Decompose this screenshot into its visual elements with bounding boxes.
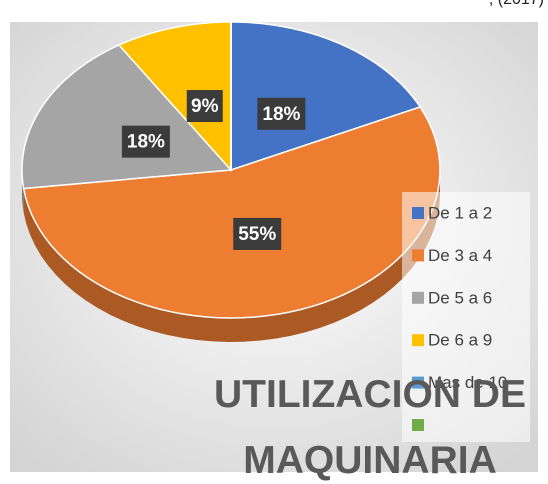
- legend-label: De 3 a 4: [428, 246, 492, 265]
- legend-swatch: [412, 334, 424, 347]
- pie-slice: [117, 21, 232, 172]
- data-label: 55%: [238, 224, 276, 245]
- data-label-box: [233, 217, 282, 250]
- legend-swatch: [412, 249, 424, 262]
- data-label: 18%: [262, 104, 300, 125]
- pie-slice: [230, 21, 422, 172]
- source-note: , (2017): [489, 0, 544, 9]
- pie-slice: [21, 44, 233, 190]
- chart-title: UTILIZACION DE MAQUINARIA: [214, 373, 526, 482]
- data-label-box: [257, 97, 306, 130]
- data-label-box: [186, 90, 223, 123]
- legend-swatch: [412, 419, 424, 431]
- data-label: 18%: [127, 132, 165, 153]
- pie-slice: [22, 106, 441, 319]
- legend-box: [402, 192, 530, 442]
- legend-label: De 6 a 9: [428, 331, 492, 350]
- legend-swatch: [412, 291, 424, 304]
- legend-label: De 5 a 6: [428, 288, 492, 307]
- data-label-box: [121, 125, 170, 158]
- legend-label: De 1 a 2: [428, 203, 492, 222]
- legend-swatch: [412, 207, 424, 219]
- legend-label: Mas de 10: [428, 373, 507, 392]
- legend-swatch: [412, 376, 424, 389]
- data-label: 9%: [191, 96, 219, 117]
